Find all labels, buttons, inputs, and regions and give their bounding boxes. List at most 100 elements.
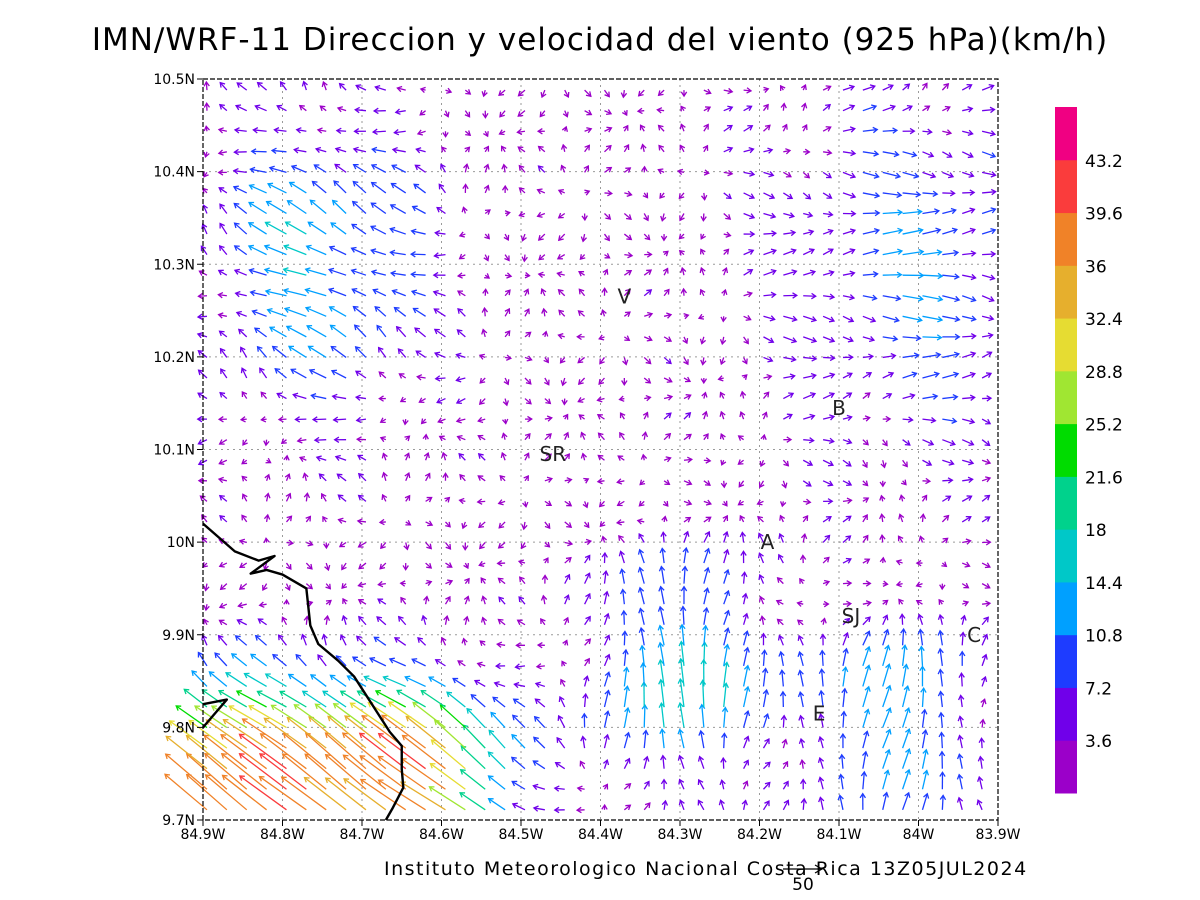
- wind-vector: [236, 82, 248, 91]
- wind-vector: [637, 548, 645, 564]
- wind-vector: [466, 707, 486, 729]
- wind-vector: [458, 231, 466, 238]
- wind-vector: [882, 150, 900, 158]
- wind-vector: [962, 476, 974, 484]
- wind-vector: [822, 103, 832, 112]
- wind-vector: [540, 288, 547, 297]
- wind-vector: [378, 395, 386, 402]
- wind-vector: [335, 127, 347, 135]
- wind-vector: [544, 433, 552, 441]
- wind-vector: [782, 760, 789, 770]
- wind-vector: [584, 127, 593, 134]
- wind-vector: [700, 357, 707, 366]
- wind-vector: [293, 147, 307, 154]
- wind-vector: [238, 733, 287, 770]
- wind-vector: [497, 618, 506, 626]
- wind-vector: [880, 460, 887, 469]
- wind-vector: [280, 438, 287, 444]
- wind-vector: [882, 769, 891, 790]
- wind-vector: [354, 345, 367, 358]
- wind-vector: [533, 736, 546, 749]
- wind-vector: [721, 732, 728, 749]
- wind-vector: [317, 654, 327, 667]
- wind-vector: [622, 648, 629, 666]
- wind-vector: [982, 188, 997, 196]
- wind-vector: [922, 227, 942, 235]
- wind-vector: [981, 130, 997, 137]
- wind-vector: [680, 266, 687, 276]
- colorbar-segment: [1055, 159, 1077, 214]
- wind-vector: [532, 783, 546, 790]
- wind-vector: [639, 479, 646, 486]
- wind-vector: [862, 439, 869, 446]
- wind-vector: [639, 661, 647, 687]
- wind-vector: [584, 89, 592, 98]
- x-tick-label: 84W: [903, 827, 935, 843]
- wind-vector: [203, 604, 210, 612]
- wind-vector: [479, 640, 486, 647]
- wind-vector: [264, 673, 287, 687]
- wind-vector: [761, 667, 769, 687]
- wind-vector: [370, 202, 387, 215]
- wind-vector: [311, 180, 327, 194]
- wind-vector: [494, 662, 506, 670]
- wind-vector: [902, 315, 923, 323]
- wind-vector: [981, 83, 995, 91]
- wind-vector: [718, 799, 725, 811]
- wind-vector: [311, 416, 327, 423]
- wind-vector: [496, 641, 506, 648]
- wind-vector: [363, 675, 387, 688]
- wind-vector: [901, 707, 911, 728]
- wind-vector: [282, 288, 307, 297]
- wind-vector: [476, 661, 486, 668]
- wind-vector: [622, 124, 629, 132]
- wind-vector: [598, 500, 605, 508]
- wind-vector: [882, 748, 891, 769]
- wind-vector: [679, 213, 685, 222]
- wind-vector: [882, 580, 889, 587]
- wind-vector: [483, 163, 490, 173]
- wind-vector: [617, 455, 625, 461]
- wind-vector: [225, 672, 248, 687]
- wind-vector: [737, 435, 744, 441]
- wind-vector: [602, 268, 609, 276]
- wind-vector: [196, 415, 207, 423]
- wind-vector: [341, 732, 387, 770]
- wind-vector: [441, 451, 448, 461]
- colorbar-segment: [1055, 529, 1077, 583]
- wind-vector: [703, 530, 711, 543]
- wind-vector: [544, 377, 550, 386]
- wind-vector: [524, 272, 531, 279]
- wind-vector: [318, 473, 327, 482]
- wind-vector: [862, 600, 872, 607]
- wind-vector: [902, 208, 923, 216]
- wind-vector: [503, 377, 510, 386]
- wind-vector: [743, 147, 755, 154]
- wind-vector: [355, 436, 367, 443]
- wind-vector: [823, 211, 834, 218]
- wind-vector: [279, 690, 307, 708]
- wind-vector: [391, 146, 406, 154]
- wind-vector: [281, 753, 327, 790]
- wind-vector: [663, 432, 672, 441]
- wind-vector: [895, 580, 903, 588]
- wind-vector: [412, 307, 426, 317]
- wind-vector: [564, 556, 572, 564]
- wind-vector: [921, 82, 928, 91]
- wind-vector: [677, 701, 685, 728]
- wind-vector: [619, 568, 626, 584]
- wind-vector: [332, 416, 347, 423]
- wind-vector: [410, 271, 426, 278]
- wind-vector: [741, 374, 748, 380]
- wind-vector: [700, 233, 706, 240]
- wind-vector: [396, 85, 406, 93]
- wind-vector: [556, 271, 565, 278]
- wind-vector: [433, 328, 446, 338]
- wind-vector: [599, 521, 606, 528]
- wind-vector: [560, 164, 567, 173]
- wind-vector: [643, 269, 653, 276]
- wind-vector: [579, 760, 586, 770]
- wind-vector: [663, 479, 671, 486]
- wind-vector: [677, 657, 685, 687]
- wind-vector: [915, 599, 923, 606]
